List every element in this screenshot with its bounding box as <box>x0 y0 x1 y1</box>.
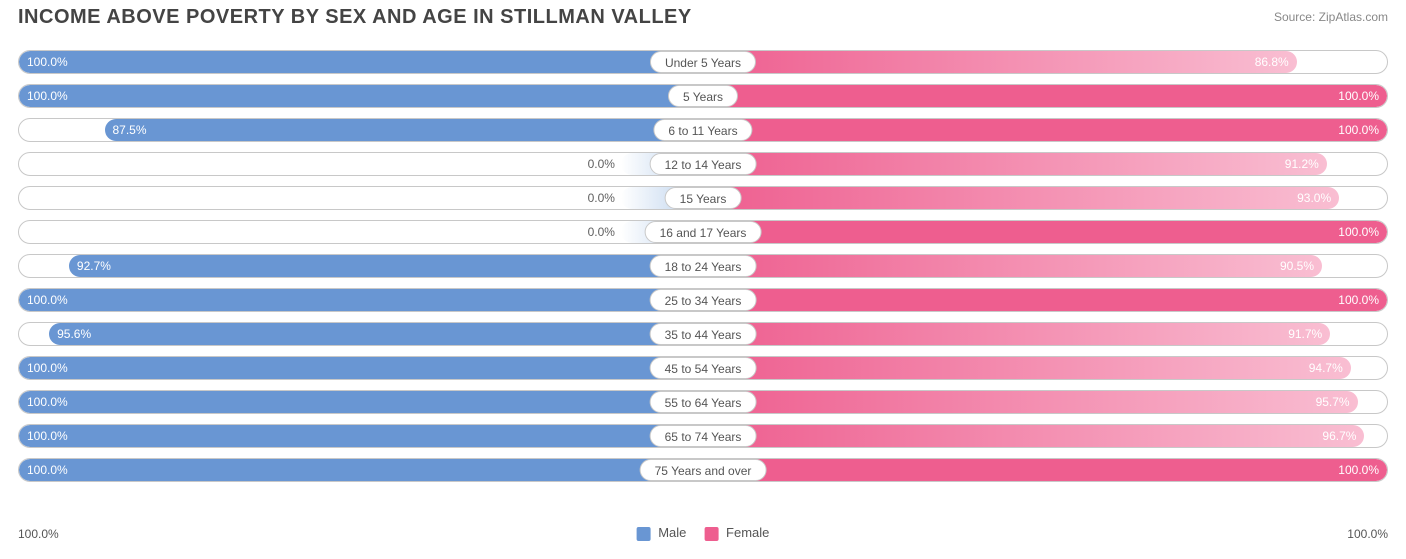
male-bar <box>19 391 703 413</box>
male-value-label: 100.0% <box>19 459 76 481</box>
female-bar <box>703 51 1297 73</box>
category-label: 45 to 54 Years <box>650 357 757 379</box>
female-bar <box>703 459 1387 481</box>
category-label: 12 to 14 Years <box>650 153 757 175</box>
female-value-label: 100.0% <box>1330 85 1387 107</box>
female-value-label: 95.7% <box>1308 391 1358 413</box>
female-bar <box>703 85 1387 107</box>
male-bar <box>49 323 703 345</box>
female-value-label: 100.0% <box>1330 289 1387 311</box>
female-bar <box>703 289 1387 311</box>
chart-row: 100.0% 100.0% 75 Years and over <box>18 458 1388 482</box>
chart-row: 95.6% 91.7% 35 to 44 Years <box>18 322 1388 346</box>
female-bar <box>703 187 1339 209</box>
chart-row: 100.0% 95.7% 55 to 64 Years <box>18 390 1388 414</box>
male-value-label: 100.0% <box>19 357 76 379</box>
male-value-label: 95.6% <box>49 323 99 345</box>
chart-row: 100.0% 86.8% Under 5 Years <box>18 50 1388 74</box>
male-bar <box>19 51 703 73</box>
male-bar <box>105 119 704 141</box>
category-label: 5 Years <box>668 85 738 107</box>
male-value-label: 0.0% <box>580 221 621 243</box>
female-value-label: 100.0% <box>1330 459 1387 481</box>
category-label: 65 to 74 Years <box>650 425 757 447</box>
male-bar <box>19 357 703 379</box>
legend-male-label: Male <box>658 525 686 540</box>
female-value-label: 91.7% <box>1280 323 1330 345</box>
male-value-label: 100.0% <box>19 391 76 413</box>
axis-right-label: 100.0% <box>1347 527 1388 541</box>
legend-female-label: Female <box>726 525 769 540</box>
female-value-label: 100.0% <box>1330 221 1387 243</box>
female-value-label: 94.7% <box>1301 357 1351 379</box>
female-value-label: 91.2% <box>1277 153 1327 175</box>
female-bar <box>703 153 1327 175</box>
male-swatch <box>637 527 651 541</box>
female-bar <box>703 323 1330 345</box>
female-bar <box>703 255 1322 277</box>
female-value-label: 90.5% <box>1272 255 1322 277</box>
male-value-label: 92.7% <box>69 255 119 277</box>
chart-row: 100.0% 94.7% 45 to 54 Years <box>18 356 1388 380</box>
male-value-label: 0.0% <box>580 187 621 209</box>
female-bar <box>703 357 1351 379</box>
chart-row: 0.0% 100.0% 16 and 17 Years <box>18 220 1388 244</box>
chart-row: 0.0% 91.2% 12 to 14 Years <box>18 152 1388 176</box>
male-value-label: 100.0% <box>19 425 76 447</box>
legend: Male Female <box>637 525 770 541</box>
category-label: 18 to 24 Years <box>650 255 757 277</box>
chart-row: 100.0% 96.7% 65 to 74 Years <box>18 424 1388 448</box>
male-bar <box>19 289 703 311</box>
legend-female: Female <box>704 525 769 541</box>
female-swatch <box>704 527 718 541</box>
source-label: Source: ZipAtlas.com <box>1274 10 1388 24</box>
chart-row: 100.0% 100.0% 25 to 34 Years <box>18 288 1388 312</box>
female-bar <box>703 119 1387 141</box>
male-bar <box>19 459 703 481</box>
category-label: 25 to 34 Years <box>650 289 757 311</box>
category-label: Under 5 Years <box>650 51 756 73</box>
male-value-label: 100.0% <box>19 289 76 311</box>
female-value-label: 100.0% <box>1330 119 1387 141</box>
male-bar <box>19 85 703 107</box>
chart-row: 92.7% 90.5% 18 to 24 Years <box>18 254 1388 278</box>
female-value-label: 86.8% <box>1247 51 1297 73</box>
chart-row: 87.5% 100.0% 6 to 11 Years <box>18 118 1388 142</box>
female-value-label: 96.7% <box>1314 425 1364 447</box>
male-bar <box>19 425 703 447</box>
category-label: 55 to 64 Years <box>650 391 757 413</box>
category-label: 75 Years and over <box>640 459 767 481</box>
category-label: 6 to 11 Years <box>653 119 752 141</box>
male-value-label: 87.5% <box>105 119 155 141</box>
category-label: 15 Years <box>665 187 742 209</box>
female-bar <box>703 221 1387 243</box>
chart-title: INCOME ABOVE POVERTY BY SEX AND AGE IN S… <box>18 6 692 29</box>
chart-row: 0.0% 93.0% 15 Years <box>18 186 1388 210</box>
male-value-label: 100.0% <box>19 85 76 107</box>
chart-row: 100.0% 100.0% 5 Years <box>18 84 1388 108</box>
female-bar <box>703 391 1358 413</box>
diverging-bar-chart: 100.0% 86.8% Under 5 Years 100.0% 100.0% 5 Ye… <box>18 50 1388 492</box>
male-value-label: 100.0% <box>19 51 76 73</box>
axis-left-label: 100.0% <box>18 527 59 541</box>
female-value-label: 93.0% <box>1289 187 1339 209</box>
male-value-label: 0.0% <box>580 153 621 175</box>
category-label: 16 and 17 Years <box>645 221 762 243</box>
male-bar <box>69 255 703 277</box>
legend-male: Male <box>637 525 687 541</box>
female-bar <box>703 425 1364 447</box>
category-label: 35 to 44 Years <box>650 323 757 345</box>
